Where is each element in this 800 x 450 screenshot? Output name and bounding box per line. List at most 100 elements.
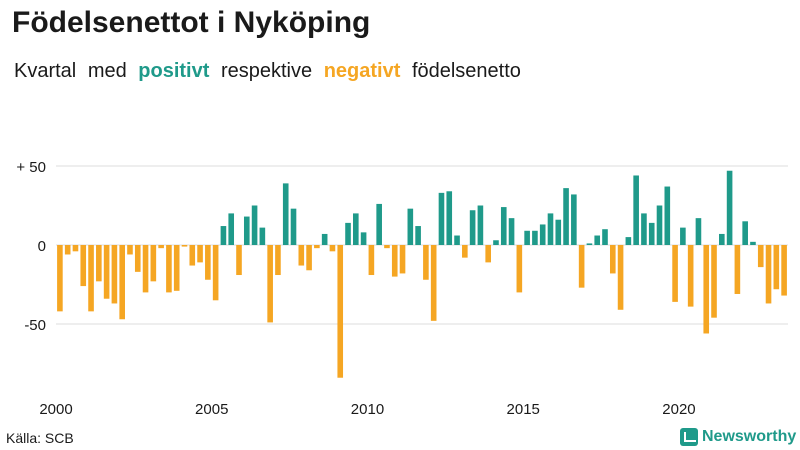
subtitle-text-1: Kvartal — [14, 60, 77, 82]
bar — [532, 230, 538, 245]
y-tick-label: -50 — [24, 317, 46, 334]
bar — [477, 205, 484, 245]
bar — [376, 203, 382, 245]
bar — [134, 245, 141, 272]
bar — [462, 245, 468, 258]
bar — [602, 229, 608, 245]
bar — [781, 245, 787, 296]
bar — [594, 235, 601, 245]
bar — [150, 245, 157, 282]
bar — [103, 245, 110, 299]
bar — [166, 245, 172, 293]
bar — [500, 207, 507, 245]
bar — [173, 245, 180, 291]
bar — [64, 245, 71, 255]
bar — [267, 245, 273, 323]
bar — [680, 227, 686, 245]
bar — [750, 241, 756, 245]
bar — [298, 245, 305, 266]
bar — [236, 245, 242, 276]
bar — [181, 245, 188, 247]
bar — [539, 224, 546, 245]
x-tick-label: 2020 — [662, 401, 695, 418]
bar — [251, 205, 258, 245]
bar — [282, 183, 289, 245]
y-tick-label: 0 — [38, 238, 46, 255]
bar — [353, 213, 359, 245]
bar — [617, 245, 624, 310]
bar — [586, 243, 593, 245]
bar — [485, 245, 491, 263]
bar — [625, 237, 632, 245]
bar — [563, 188, 569, 245]
bar — [197, 245, 203, 263]
x-tick-label: 2015 — [507, 401, 540, 418]
bar — [384, 245, 390, 249]
bar — [547, 213, 554, 245]
bar — [734, 245, 741, 294]
bar — [757, 245, 764, 268]
bar — [446, 191, 453, 245]
bar — [687, 245, 694, 307]
bar — [243, 216, 250, 245]
bar — [119, 245, 125, 320]
bar — [391, 245, 398, 277]
bar — [695, 218, 702, 245]
subtitle-text-4: födelsenetto — [411, 60, 521, 82]
bar — [765, 245, 772, 304]
x-tick-label: 2010 — [351, 401, 384, 418]
bar — [438, 192, 445, 245]
bar — [508, 218, 515, 245]
bar — [127, 245, 133, 255]
bar — [345, 222, 351, 245]
bar — [703, 245, 710, 334]
x-tick-label: 2000 — [39, 401, 72, 418]
bar — [275, 245, 281, 276]
bar — [726, 170, 733, 245]
bar — [57, 245, 63, 312]
subtitle-positive: positivt — [138, 60, 210, 82]
bar — [555, 219, 562, 245]
chart-subtitle: Kvartal med positivt respektive negativt… — [14, 60, 527, 83]
bar — [742, 221, 748, 245]
bar — [337, 245, 344, 378]
bar — [360, 232, 367, 245]
chart-logo-icon — [680, 428, 698, 446]
bar — [719, 233, 725, 245]
y-tick-label: + 50 — [16, 159, 46, 176]
bar — [454, 235, 460, 245]
bar — [633, 175, 639, 245]
bar — [656, 205, 663, 245]
subtitle-text-3: respektive — [220, 60, 313, 82]
bar — [773, 245, 780, 290]
subtitle-text-2: med — [87, 60, 127, 82]
bar — [80, 245, 87, 287]
bar — [415, 226, 421, 245]
bar — [609, 245, 616, 274]
bar — [212, 245, 219, 301]
bar — [571, 194, 577, 245]
bar — [228, 213, 235, 245]
bar — [524, 230, 530, 245]
bar — [672, 245, 678, 302]
bar — [664, 186, 671, 245]
bar — [641, 213, 647, 245]
bar — [72, 245, 79, 252]
bar — [158, 245, 164, 249]
bar — [290, 208, 297, 245]
bar — [259, 227, 266, 245]
bar — [88, 245, 94, 312]
bar — [189, 245, 196, 266]
x-tick-label: 2005 — [195, 401, 228, 418]
bar — [711, 245, 717, 318]
bar — [111, 245, 118, 304]
bar — [96, 245, 102, 282]
bar — [407, 208, 414, 245]
bar — [321, 233, 328, 245]
bar — [578, 245, 585, 288]
brand-logo: Newsworthy — [680, 428, 796, 446]
brand-name: Newsworthy — [702, 428, 797, 445]
bar — [648, 222, 655, 245]
bar — [423, 245, 429, 280]
